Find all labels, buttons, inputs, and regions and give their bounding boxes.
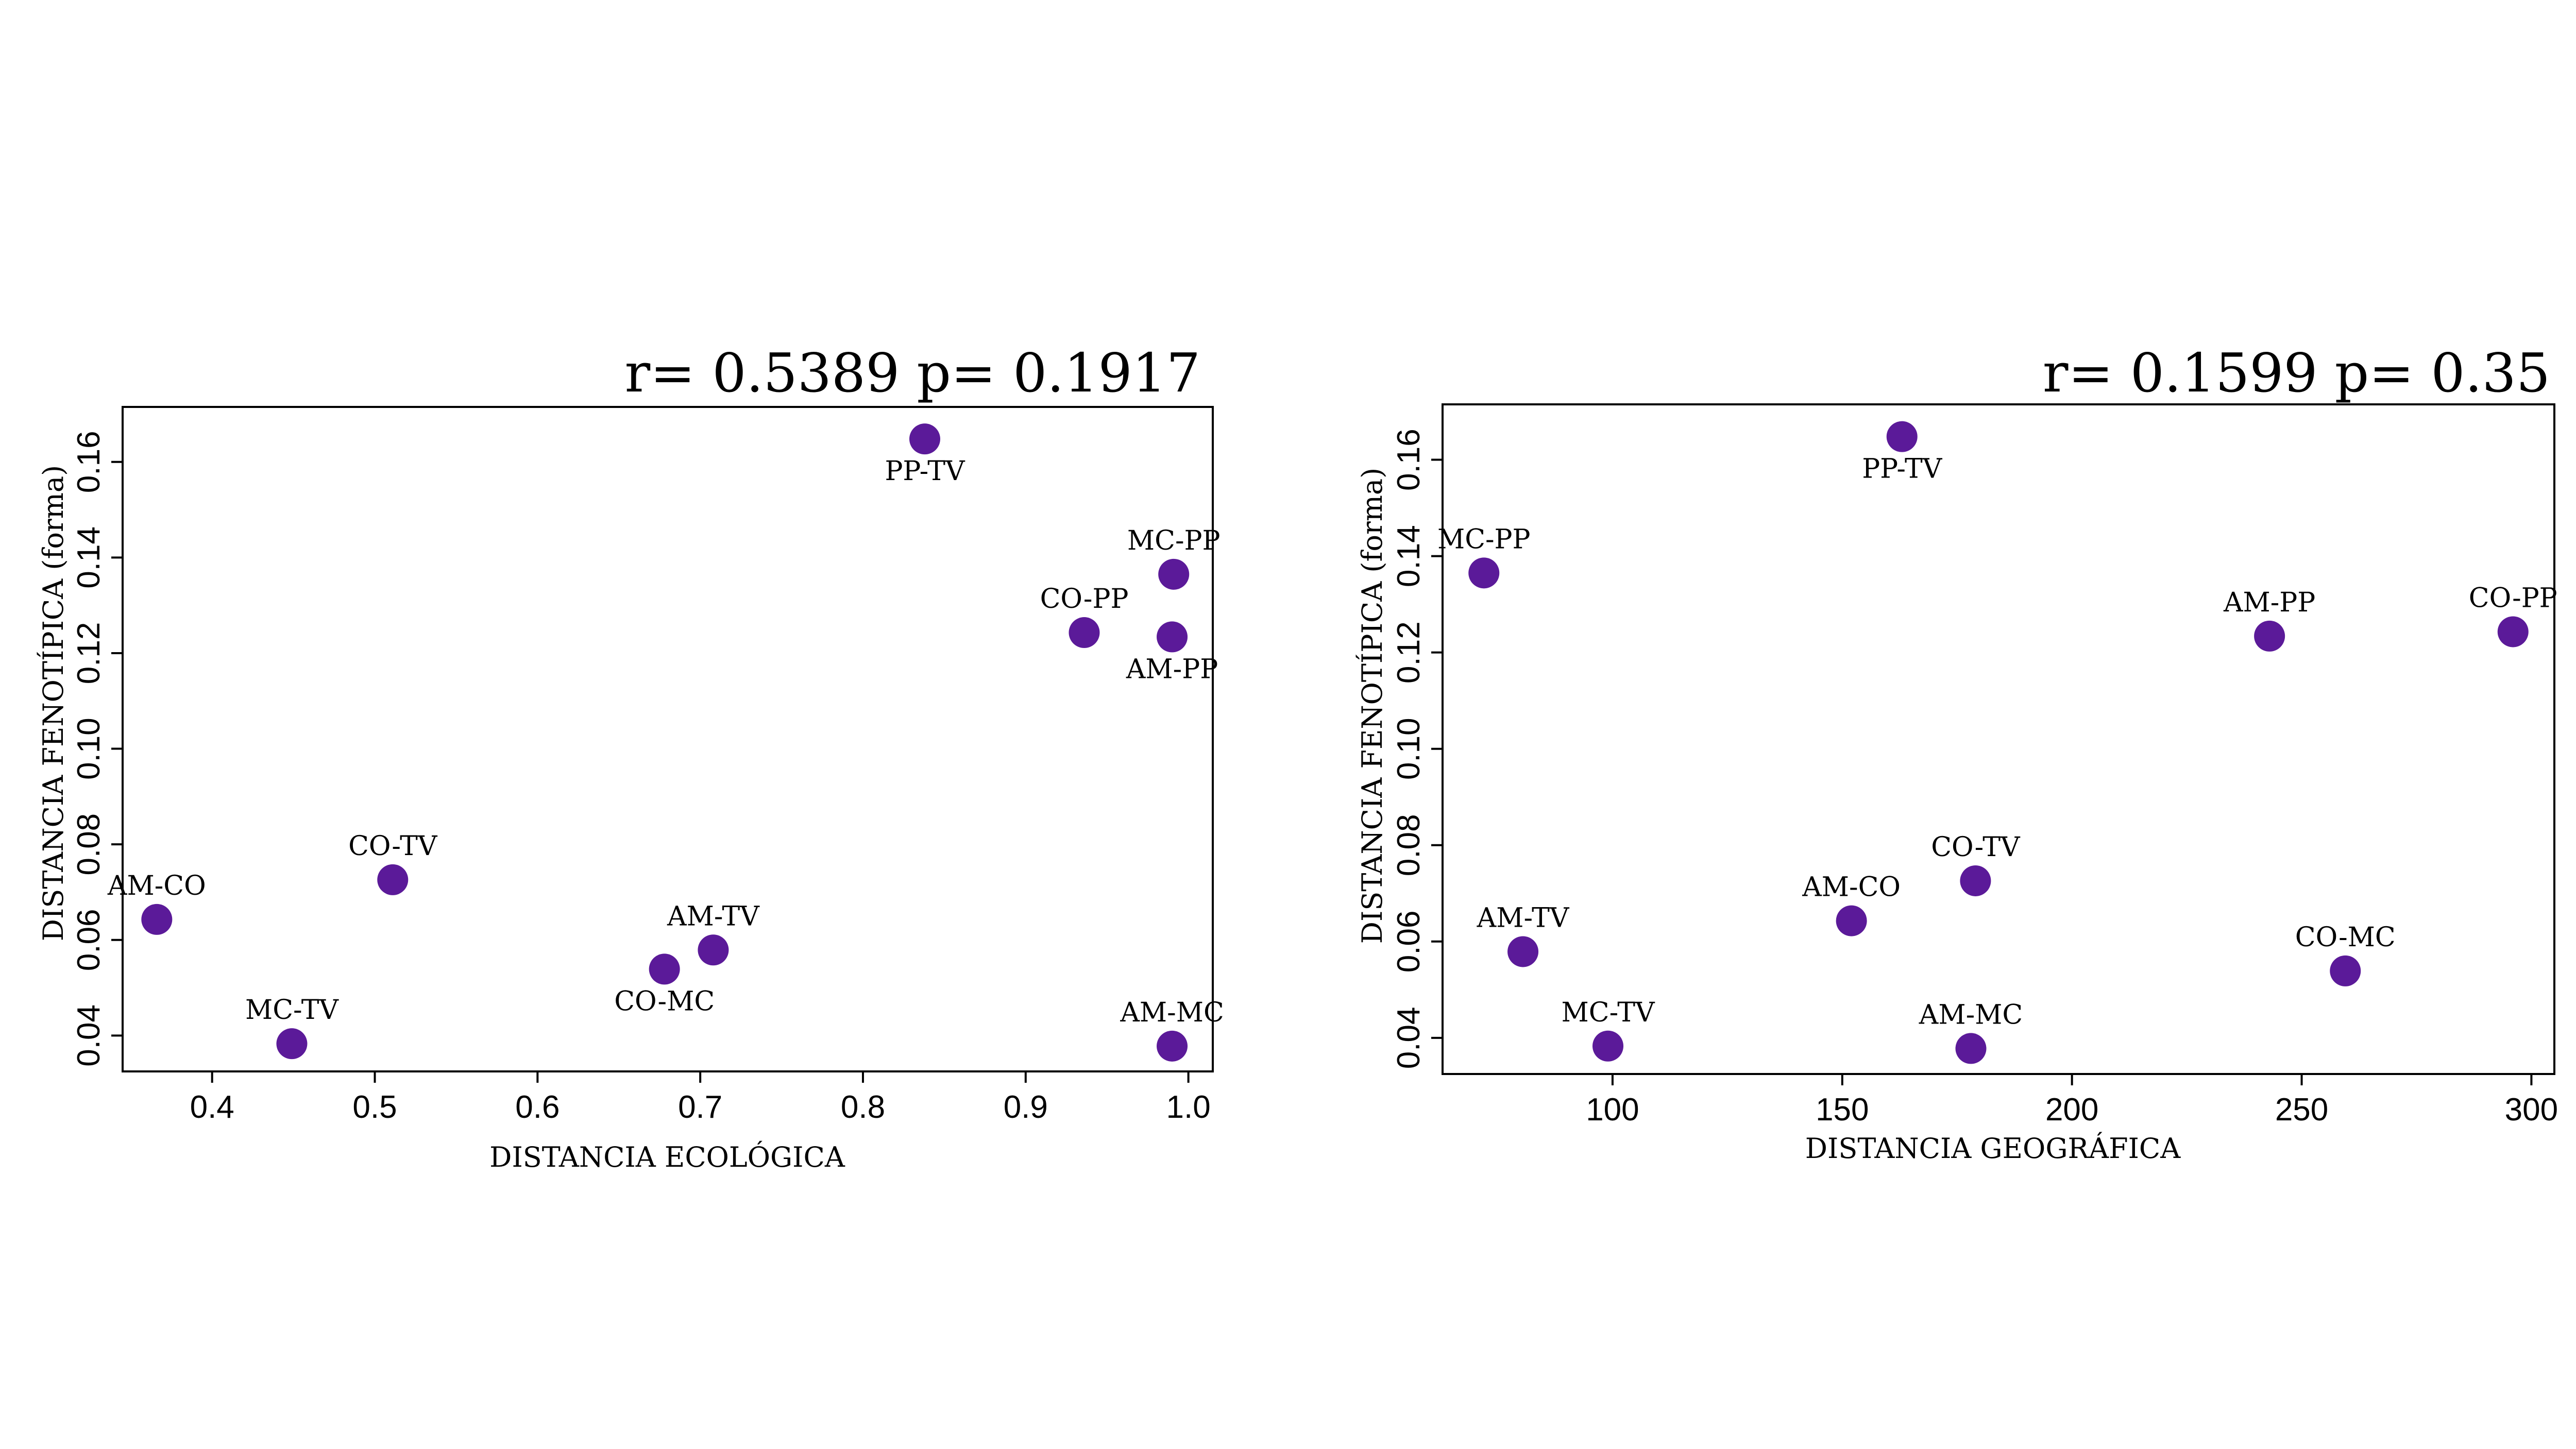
chart-title: r= 0.5389 p= 0.1917 (624, 342, 1200, 404)
y-tick-label: 0.08 (71, 813, 107, 876)
x-tick-label: 0.4 (190, 1089, 234, 1125)
plot-frame (122, 406, 1214, 1072)
ecological-distance-chart: r= 0.5389 p= 0.1917 DISTANCIA ECOLÓGICA … (37, 342, 1224, 1173)
data-point (1886, 421, 1918, 452)
point-label: AM-TV (1477, 902, 1570, 933)
data-point (1069, 617, 1100, 649)
y-tick-label: 0.16 (1391, 429, 1427, 491)
x-tick-label: 150 (1816, 1092, 1869, 1128)
data-point (1468, 557, 1500, 589)
point-label: CO-PP (2469, 583, 2557, 613)
data-point (1592, 1030, 1624, 1062)
point-label: CO-TV (348, 831, 438, 862)
point-label: MC-PP (1437, 524, 1531, 555)
y-tick-label: 0.14 (1391, 525, 1427, 587)
y-tick-label: 0.14 (71, 526, 107, 589)
x-tick-label: 200 (2045, 1092, 2098, 1128)
y-tick-label: 0.10 (71, 718, 107, 780)
point-label: AM-PP (1126, 654, 1218, 685)
point-label: AM-MC (1919, 999, 2023, 1030)
y-tick-label: 0.16 (71, 431, 107, 493)
data-point (2497, 616, 2529, 647)
y-tick-label: 0.06 (1391, 910, 1427, 973)
point-label: AM-CO (107, 871, 206, 901)
point-label: CO-MC (614, 986, 715, 1017)
y-tick-label: 0.12 (71, 622, 107, 685)
point-label: CO-TV (1931, 832, 2021, 863)
x-tick-label: 1.0 (1166, 1089, 1211, 1125)
y-axis-title: DISTANCIA FENOTÍPICA (forma) (1355, 468, 1388, 944)
x-tick-label: 0.5 (352, 1089, 397, 1125)
data-point (1157, 1030, 1188, 1062)
data-point (1157, 621, 1188, 653)
x-tick-label: 300 (2505, 1092, 2558, 1128)
data-point (2330, 955, 2361, 986)
point-label: AM-PP (2223, 587, 2315, 618)
point-label: AM-CO (1802, 872, 1901, 903)
x-tick-label: 0.7 (678, 1089, 722, 1125)
data-point (1960, 865, 1991, 896)
data-point (1955, 1033, 1987, 1064)
point-label: MC-TV (245, 995, 339, 1026)
x-tick-label: 100 (1586, 1092, 1639, 1128)
x-axis-title: DISTANCIA ECOLÓGICA (489, 1140, 845, 1173)
point-label: AM-TV (667, 901, 760, 932)
point-label: CO-MC (2295, 922, 2396, 953)
y-tick-label: 0.10 (1391, 718, 1427, 780)
y-tick-label: 0.08 (1391, 814, 1427, 876)
point-label: PP-TV (1862, 454, 1943, 485)
x-tick-label: 0.6 (515, 1089, 560, 1125)
data-point (276, 1028, 308, 1060)
geographic-distance-chart: r= 0.1599 p= 0.35 DISTANCIA GEOGRÁFICA D… (1355, 342, 2558, 1165)
point-label: CO-PP (1040, 584, 1129, 615)
data-point (909, 423, 940, 455)
data-point (377, 864, 409, 895)
y-tick-label: 0.04 (1391, 1007, 1427, 1069)
x-axis-title: DISTANCIA GEOGRÁFICA (1805, 1132, 2181, 1165)
x-tick-label: 0.9 (1004, 1089, 1048, 1125)
x-tick-label: 0.8 (841, 1089, 885, 1125)
point-label: MC-PP (1127, 525, 1221, 556)
point-label: MC-TV (1562, 997, 1655, 1028)
y-tick-label: 0.04 (71, 1004, 107, 1067)
data-point (1507, 936, 1539, 967)
data-point (698, 934, 729, 966)
data-point (1158, 558, 1190, 590)
x-tick-label: 250 (2275, 1092, 2328, 1128)
chart-title: r= 0.1599 p= 0.35 (2043, 342, 2550, 404)
point-label: PP-TV (885, 456, 965, 487)
data-point (2254, 620, 2285, 652)
data-point (649, 953, 680, 985)
data-point (141, 904, 173, 935)
point-label: AM-MC (1120, 997, 1224, 1028)
data-point (1836, 905, 1867, 936)
plot-frame (1442, 403, 2555, 1075)
y-tick-label: 0.12 (1391, 621, 1427, 684)
y-tick-label: 0.06 (71, 909, 107, 971)
y-axis-title: DISTANCIA FENOTÍPICA (forma) (37, 465, 70, 942)
